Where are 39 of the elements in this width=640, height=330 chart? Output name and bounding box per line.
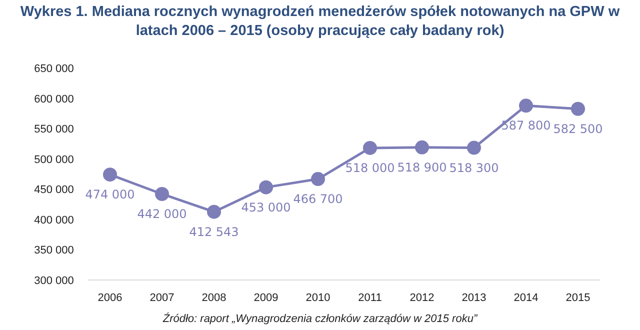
point — [155, 186, 169, 201]
point — [467, 140, 481, 155]
x-tick-label: 2014 — [514, 292, 538, 304]
x-tick-label: 2013 — [462, 292, 486, 304]
data-label: 466 700 — [293, 192, 343, 206]
y-tick-label: 650 000 — [34, 63, 74, 75]
x-tick-label: 2015 — [566, 292, 590, 304]
point — [311, 172, 325, 186]
data-label: 412 543 — [189, 224, 239, 239]
text: Źródło: raport „Wynagrodzenia członków zarządów w 2015 roku” — [162, 312, 478, 325]
data-label: 582 500 — [553, 122, 603, 136]
point — [519, 98, 533, 113]
y-tick-label: 350 000 — [34, 244, 74, 257]
point — [103, 168, 117, 182]
y-tick-label: 300 000 — [34, 275, 74, 287]
x-tick-label: 2012 — [410, 292, 434, 304]
x-tick-label: 2008 — [202, 292, 226, 304]
x-tick-label: 2009 — [254, 292, 278, 304]
data-label: 518 000 — [345, 160, 395, 175]
point — [415, 140, 429, 154]
x-tick-label: 2007 — [150, 292, 174, 304]
data-label: 474 000 — [85, 188, 135, 202]
chart-title: Wykres 1. Mediana rocznych wynagrodzeń menedżerów spółek notowanych na GPW w latach 2006 – 2015 (osoby pracujące cały badany rok) — [20, 4, 620, 39]
y-tick-label: 550 000 — [34, 124, 74, 136]
y-tick-label: 600 000 — [34, 93, 74, 106]
data-label: 518 300 — [449, 160, 499, 175]
data-label: 453 000 — [241, 200, 291, 214]
data-label: 442 000 — [137, 206, 187, 221]
point — [363, 140, 377, 155]
y-tick-label: 400 000 — [34, 214, 74, 226]
y-tick-label: 450 000 — [34, 184, 74, 196]
data-label: 518 900 — [397, 160, 447, 174]
x-tick-label: 2010 — [306, 292, 330, 304]
x-tick-label: 2006 — [98, 292, 122, 304]
point — [207, 204, 221, 219]
point — [571, 102, 585, 116]
point — [259, 180, 273, 194]
y-tick-label: 500 000 — [34, 154, 74, 166]
x-tick-label: 2011 — [358, 292, 382, 304]
